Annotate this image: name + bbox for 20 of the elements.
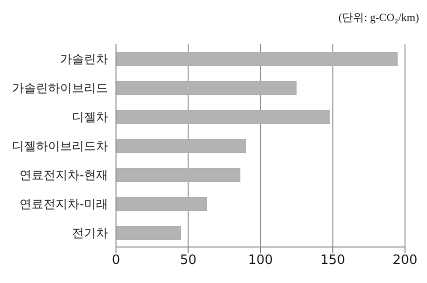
y-tick-label: 전기차: [72, 226, 108, 240]
x-tick-label: 100: [248, 253, 273, 268]
y-tick-label: 디젤하이브리드차: [12, 138, 108, 153]
bar: [116, 168, 240, 182]
bar: [116, 81, 297, 95]
x-tick-label: 150: [320, 253, 346, 268]
y-tick-label: 연료전지차-현재: [20, 168, 108, 182]
y-tick-label: 디젤차: [72, 110, 108, 124]
bar: [116, 197, 208, 211]
bar: [116, 110, 330, 124]
text: (단위: g-CO₂/km): [338, 11, 419, 25]
y-tick-label: 가솔린하이브리드: [12, 80, 108, 95]
bar: [116, 139, 246, 153]
bar: [116, 226, 182, 240]
x-tick-label: 0: [112, 253, 120, 268]
x-tick-label: 50: [180, 253, 197, 268]
y-tick-label: 가솔린차: [60, 52, 108, 66]
x-tick-label: 200: [392, 253, 418, 268]
y-tick-label: 연료전지차-미래: [20, 196, 108, 211]
bar: [116, 52, 398, 66]
